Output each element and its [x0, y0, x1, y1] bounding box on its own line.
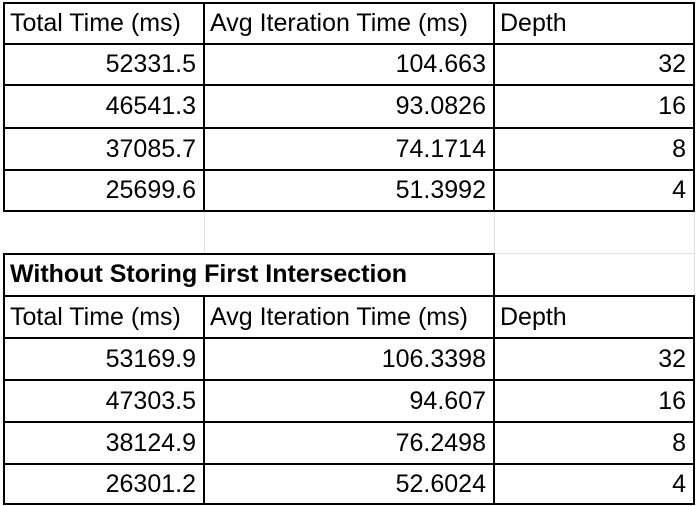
avg-iteration-cell[interactable]: 51.3992	[395, 176, 486, 204]
table2-border	[693, 295, 695, 505]
table-row: 37085.7 74.1714 8	[0, 128, 696, 170]
table1-border	[4, 127, 694, 129]
table2-border	[493, 253, 495, 505]
avg-iteration-cell[interactable]: 52.6024	[395, 469, 486, 498]
table1-border	[3, 2, 5, 212]
table-row: 38124.9 76.2498 8	[0, 422, 696, 464]
table2-border	[4, 295, 694, 297]
table1-border	[4, 43, 694, 45]
total-time-cell[interactable]: 52331.5	[105, 50, 196, 78]
avg-iteration-cell[interactable]: 76.2498	[395, 428, 486, 457]
table1-header-row: Total Time (ms) Avg Iteration Time (ms) …	[0, 2, 696, 44]
empty-cell[interactable]	[204, 211, 494, 253]
depth-cell[interactable]: 16	[658, 92, 686, 120]
table1-header-avg-iteration[interactable]: Avg Iteration Time (ms)	[210, 8, 468, 37]
table1-border	[493, 2, 495, 212]
empty-cell[interactable]	[494, 253, 694, 296]
table2-border	[4, 463, 694, 465]
grid-line	[694, 211, 695, 296]
avg-iteration-cell[interactable]: 104.663	[395, 50, 486, 78]
table1-header-total-time[interactable]: Total Time (ms)	[10, 8, 181, 37]
depth-cell[interactable]: 16	[658, 386, 686, 415]
table-row: 26301.2 52.6024 4	[0, 464, 696, 504]
table-row: 52331.5 104.663 32	[0, 44, 696, 85]
table2-header-depth[interactable]: Depth	[500, 302, 567, 331]
avg-iteration-cell[interactable]: 106.3398	[381, 344, 486, 373]
table-row: 47303.5 94.607 16	[0, 380, 696, 422]
table2-header-total-time[interactable]: Total Time (ms)	[10, 302, 181, 331]
table1-border	[203, 2, 205, 212]
depth-cell[interactable]: 4	[672, 176, 686, 204]
empty-row	[0, 211, 696, 253]
table2-border	[4, 379, 694, 381]
table1-border	[693, 2, 695, 212]
table2-border	[203, 295, 205, 505]
depth-cell[interactable]: 8	[672, 428, 686, 457]
grid-line	[204, 211, 205, 253]
table2-header-avg-iteration[interactable]: Avg Iteration Time (ms)	[210, 302, 468, 331]
table1-border	[4, 84, 694, 86]
table2-border	[4, 503, 694, 505]
avg-iteration-cell[interactable]: 74.1714	[395, 134, 486, 163]
total-time-cell[interactable]: 38124.9	[105, 428, 196, 457]
empty-cell[interactable]	[4, 211, 204, 253]
total-time-cell[interactable]: 53169.9	[105, 344, 196, 373]
table-row: 46541.3 93.0826 16	[0, 85, 696, 128]
depth-cell[interactable]: 8	[672, 134, 686, 163]
depth-cell[interactable]: 4	[672, 469, 686, 498]
table1-header-depth[interactable]: Depth	[500, 8, 567, 37]
table2-border	[3, 253, 5, 505]
table1-border	[4, 169, 694, 171]
table1-border	[4, 210, 694, 212]
table-row: 53169.9 106.3398 32	[0, 338, 696, 380]
section-title-row: Without Storing First Intersection	[0, 253, 696, 296]
total-time-cell[interactable]: 37085.7	[105, 134, 196, 163]
empty-cell[interactable]	[494, 211, 694, 253]
depth-cell[interactable]: 32	[658, 344, 686, 373]
total-time-cell[interactable]: 46541.3	[105, 92, 196, 120]
table-row: 25699.6 51.3992 4	[0, 170, 696, 211]
avg-iteration-cell[interactable]: 93.0826	[395, 92, 486, 120]
table1-border	[4, 2, 694, 4]
table2-border	[4, 253, 494, 255]
avg-iteration-cell[interactable]: 94.607	[409, 386, 486, 415]
section-title[interactable]: Without Storing First Intersection	[10, 260, 407, 288]
depth-cell[interactable]: 32	[658, 50, 686, 78]
table2-header-row: Total Time (ms) Avg Iteration Time (ms) …	[0, 296, 696, 338]
total-time-cell[interactable]: 47303.5	[105, 386, 196, 415]
table2-border	[4, 421, 694, 423]
total-time-cell[interactable]: 26301.2	[105, 469, 196, 498]
total-time-cell[interactable]: 25699.6	[105, 176, 196, 204]
table2-border	[4, 337, 694, 339]
